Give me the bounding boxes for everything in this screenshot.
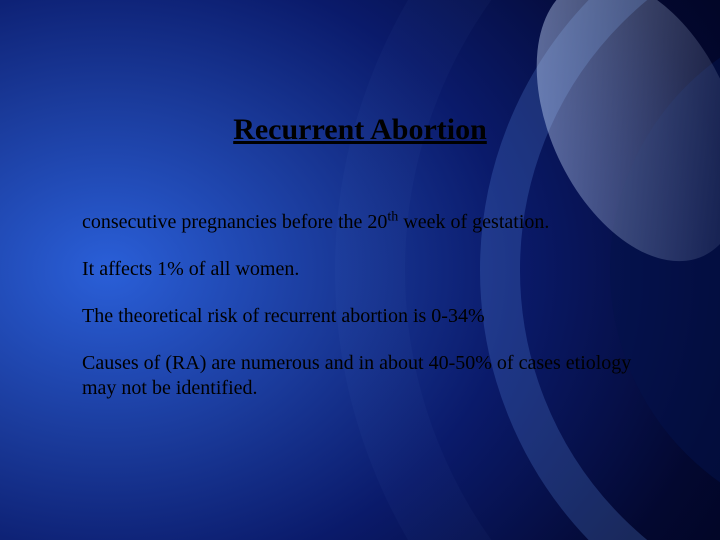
slide-body: consecutive pregnancies before the 20th … xyxy=(82,210,642,423)
slide-title: Recurrent Abortion xyxy=(0,113,720,147)
paragraph-3: The theoretical risk of recurrent aborti… xyxy=(82,304,642,329)
paragraph-2: It affects 1% of all women. xyxy=(82,257,642,282)
paragraph-1: consecutive pregnancies before the 20th … xyxy=(82,210,642,235)
p1-text-b: week of gestation. xyxy=(398,211,549,233)
p1-sup: th xyxy=(387,209,398,224)
slide: Recurrent Abortion consecutive pregnanci… xyxy=(0,0,720,540)
p1-text-a: consecutive pregnancies before the 20 xyxy=(82,211,387,233)
paragraph-4: Causes of (RA) are numerous and in about… xyxy=(82,351,642,401)
